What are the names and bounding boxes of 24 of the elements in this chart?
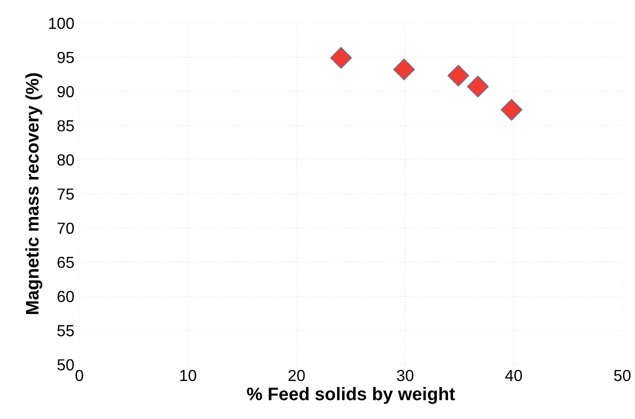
point — [330, 47, 352, 69]
y-tick-label: 50 — [57, 359, 74, 370]
point — [447, 64, 470, 86]
x-tick-label: 20 — [288, 370, 305, 382]
y-tick-label: 85 — [57, 120, 74, 132]
y-tick-label: 100 — [49, 18, 74, 29]
y-axis-title: Magnetic mass recovery (%) — [25, 73, 42, 314]
y-tick-label: 95 — [58, 52, 74, 64]
x-tick-label: 40 — [505, 370, 522, 382]
x-tick-label: 50 — [614, 370, 631, 382]
y-tick-label: 70 — [58, 222, 74, 234]
x-tick-label: 0 — [76, 370, 84, 382]
point — [500, 98, 522, 121]
point — [393, 58, 415, 80]
point — [467, 76, 489, 98]
y-tick-label: 75 — [58, 188, 74, 200]
x-tick-label: 30 — [396, 370, 414, 382]
y-tick-label: 80 — [57, 154, 74, 166]
y-tick-label: 90 — [58, 86, 74, 98]
y-tick-label: 60 — [58, 290, 74, 302]
y-tick-label: 55 — [57, 325, 74, 336]
y-tick-label: 65 — [58, 256, 74, 268]
x-tick-label: 10 — [180, 370, 196, 382]
x-axis-title: % Feed solids by weight — [246, 387, 455, 404]
